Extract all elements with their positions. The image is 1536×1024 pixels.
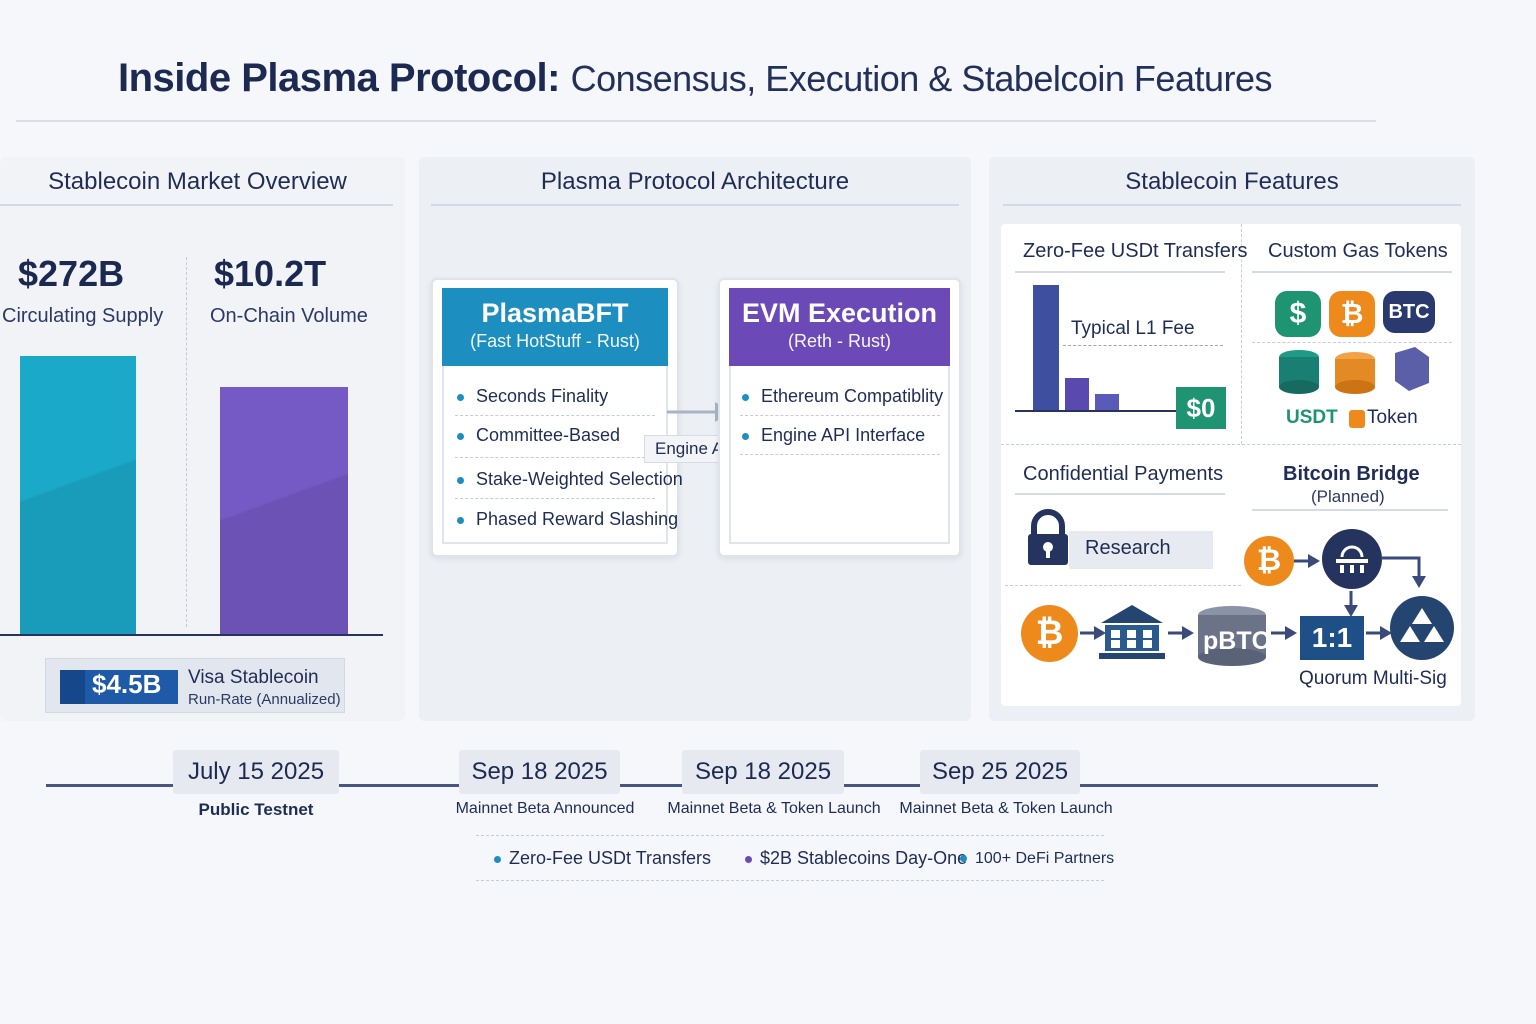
title-rest: Consensus, Execution & Stabelcoin Featur… xyxy=(570,58,1273,99)
visa-value: $4.5B xyxy=(92,669,162,699)
bank-icon xyxy=(1099,605,1165,659)
market-bar-chart xyxy=(0,347,400,647)
bullet-icon xyxy=(742,432,749,440)
bitcoin-coin-icon: ₿ xyxy=(1329,291,1375,337)
volume-value: $10.2T xyxy=(214,253,327,294)
research-status: Research xyxy=(1085,537,1171,559)
quorum-icon xyxy=(1390,596,1454,660)
validator-glyph-icon xyxy=(1336,545,1368,573)
execution-item: Ethereum Compatiblity xyxy=(742,386,943,407)
bullet-icon xyxy=(457,476,464,484)
supply-label: Circulating Supply xyxy=(2,305,164,327)
evm-card: EVM Execution (Reth - Rust) Ethereum Com… xyxy=(718,278,961,557)
market-panel-title: Stablecoin Market Overview xyxy=(48,168,347,195)
architecture-panel: Plasma Protocol Architecture PlasmaBFT (… xyxy=(419,157,971,721)
arrow-right-icon xyxy=(1366,626,1392,640)
arrow-elbow-icon xyxy=(1381,556,1426,588)
execution-item: Engine API Interface xyxy=(742,425,925,446)
milestone-label: Mainnet Beta Announced xyxy=(455,800,635,817)
features-panel-rule xyxy=(1003,204,1461,206)
bullet-icon xyxy=(457,516,464,524)
title-strong: Inside Plasma Protocol: xyxy=(118,56,560,100)
multisig-glyph-icon xyxy=(1400,608,1444,642)
milestone-date: Sep 25 2025 xyxy=(920,750,1080,794)
zero-fee-title: Zero-Fee USDt Transfers xyxy=(1023,240,1248,262)
milestone-date: Sep 18 2025 xyxy=(459,750,620,794)
highlight-item: $2B Stablecoins Day-One xyxy=(745,848,967,869)
stat-divider xyxy=(186,257,187,627)
supply-value: $272B xyxy=(18,253,125,294)
milestone-date: July 15 2025 xyxy=(173,750,339,794)
usdt-label: USDT xyxy=(1286,407,1338,428)
arrow-right-icon xyxy=(1294,554,1320,568)
bridge-title: Bitcoin Bridge xyxy=(1283,463,1420,485)
volume-label: On-Chain Volume xyxy=(210,305,368,327)
bitcoin-source-icon: ₿ xyxy=(1021,605,1078,662)
evm-header: EVM Execution (Reth - Rust) xyxy=(729,288,950,366)
milestone-label: Public Testnet xyxy=(198,800,314,819)
evm-name: EVM Execution xyxy=(741,298,938,328)
highlight-item: 100+ DeFi Partners xyxy=(960,850,1114,868)
consensus-item: Phased Reward Slashing xyxy=(457,509,678,530)
features-panel-title: Stablecoin Features xyxy=(1125,168,1339,195)
typical-fee-label: Typical L1 Fee xyxy=(1071,318,1195,339)
market-panel-rule xyxy=(0,204,393,206)
zero-fee-badge: $0 xyxy=(1176,387,1226,429)
bullet-icon xyxy=(742,393,749,401)
fee-bar-3 xyxy=(1095,394,1119,411)
dollar-coin-icon: $ xyxy=(1275,291,1321,337)
chart-baseline xyxy=(0,634,383,636)
market-overview-panel: Stablecoin Market Overview $272B Circula… xyxy=(0,157,405,721)
consensus-item: Seconds Finality xyxy=(457,386,608,407)
token-label: Token xyxy=(1367,407,1418,428)
features-panel: Stablecoin Features Zero-Fee USDt Transf… xyxy=(989,157,1475,721)
visa-badge: $4.5B Visa Stablecoin Run-Rate (Annualiz… xyxy=(45,658,345,713)
supply-bar xyxy=(20,356,136,634)
one-to-one-badge: 1:1 xyxy=(1300,616,1364,660)
plasmabft-card: PlasmaBFT (Fast HotStuff - Rust) Seconds… xyxy=(431,278,683,557)
milestone-label: Mainnet Beta & Token Launch xyxy=(667,800,881,817)
research-badge xyxy=(1069,531,1213,569)
plasmabft-subtitle: (Fast HotStuff - Rust) xyxy=(470,331,640,351)
visa-accent xyxy=(60,670,85,704)
pbtc-label: pBTC xyxy=(1203,627,1270,655)
bridge-subtitle: (Planned) xyxy=(1311,487,1385,506)
l1-fee-bar xyxy=(1033,285,1059,411)
milestone-label: Mainnet Beta & Token Launch xyxy=(899,800,1113,817)
visa-label: Visa Stablecoin xyxy=(188,667,319,688)
gas-tokens-title: Custom Gas Tokens xyxy=(1268,240,1448,262)
architecture-panel-rule xyxy=(431,204,959,206)
token-small-icon xyxy=(1349,410,1365,428)
evm-subtitle: (Reth - Rust) xyxy=(787,331,892,351)
arrow-down-icon xyxy=(1344,591,1358,617)
bullet-icon xyxy=(960,855,967,863)
confidential-title: Confidential Payments xyxy=(1023,463,1224,485)
visa-sublabel: Run-Rate (Annualized) xyxy=(188,691,341,708)
consensus-item: Committee-Based xyxy=(457,425,620,446)
arrow-right-icon xyxy=(1271,626,1297,640)
plasmabft-header: PlasmaBFT (Fast HotStuff - Rust) xyxy=(442,288,668,366)
lock-icon xyxy=(1028,509,1068,565)
stacked-tokens-icon xyxy=(1279,347,1429,394)
arrow-right-icon xyxy=(1168,626,1194,640)
bullet-icon xyxy=(457,432,464,440)
bullet-icon xyxy=(457,393,464,401)
pbtc-cylinder-icon xyxy=(1198,606,1266,666)
architecture-panel-title: Plasma Protocol Architecture xyxy=(540,168,850,195)
consensus-item: Stake-Weighted Selection xyxy=(457,469,683,490)
quorum-label: Quorum Multi-Sig xyxy=(1299,668,1447,689)
bitcoin-icon: ₿ xyxy=(1244,536,1294,586)
highlight-item: Zero-Fee USDt Transfers xyxy=(494,848,711,869)
arrow-right-icon xyxy=(1080,626,1106,640)
title-divider xyxy=(16,120,1376,122)
bullet-icon xyxy=(745,855,752,863)
validator-node-icon xyxy=(1322,529,1382,589)
milestone-date: Sep 18 2025 xyxy=(682,750,844,794)
page-title: Inside Plasma Protocol: Consensus, Execu… xyxy=(118,56,1273,101)
plasmabft-name: PlasmaBFT xyxy=(481,298,629,328)
fee-bar-2 xyxy=(1065,378,1089,411)
btc-token-icon: BTC xyxy=(1383,291,1435,333)
bullet-icon xyxy=(494,855,501,863)
volume-bar xyxy=(220,387,348,634)
